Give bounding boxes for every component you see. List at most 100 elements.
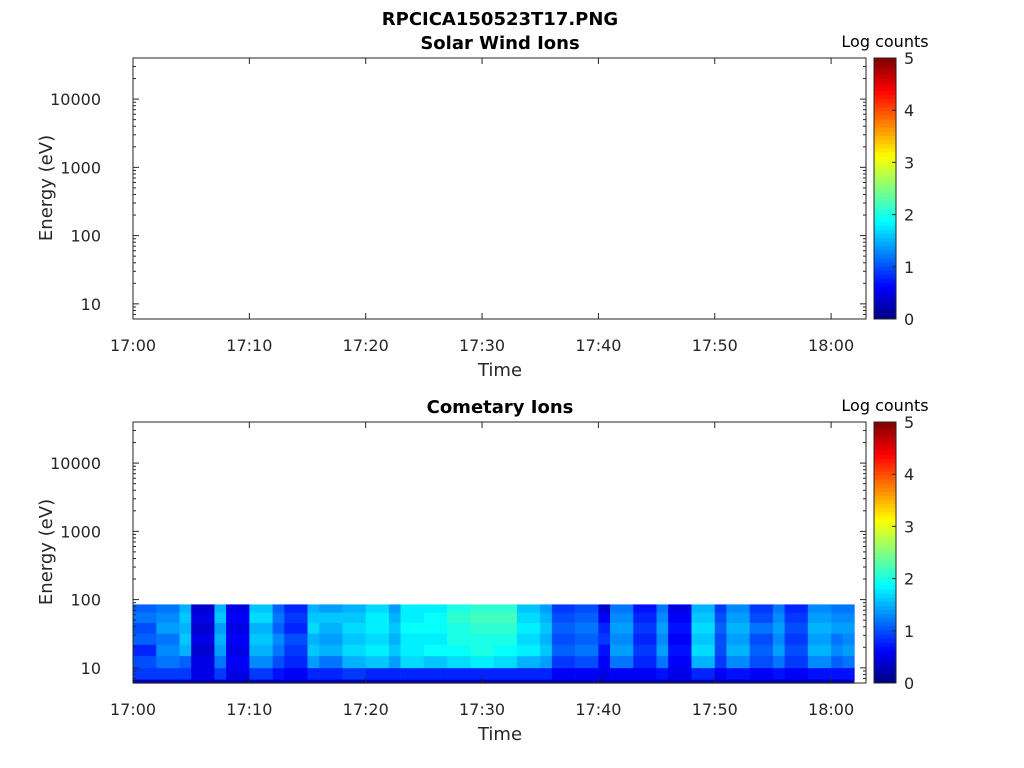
- heatmap-cell: [191, 655, 215, 669]
- heatmap-cell: [575, 622, 599, 634]
- heatmap-cell: [342, 655, 366, 669]
- heatmap-cell: [575, 655, 599, 669]
- colorbar-segment: [874, 548, 896, 553]
- x-axis-label: Time: [477, 360, 522, 381]
- colorbar-segment: [874, 495, 896, 500]
- colorbar-segment: [874, 221, 896, 226]
- heatmap-cell: [447, 622, 471, 634]
- heatmap-cell: [342, 667, 366, 681]
- heatmap-cell: [307, 633, 320, 645]
- heatmap-cell: [598, 622, 611, 634]
- heatmap-cell: [610, 655, 634, 669]
- heatmap-cell: [726, 633, 750, 645]
- colorbar-segment: [874, 568, 896, 574]
- colorbar-segment: [874, 184, 896, 189]
- heatmap-cell: [551, 644, 576, 657]
- heatmap-cell: [540, 655, 553, 669]
- heatmap-cell: [656, 622, 669, 634]
- heatmap-cell: [656, 604, 669, 613]
- heatmap-cell: [470, 633, 494, 645]
- heatmap-cell: [784, 604, 809, 613]
- colorbar-segment: [874, 650, 896, 655]
- colorbar-segment: [874, 528, 896, 533]
- heatmap-cell: [133, 655, 157, 669]
- heatmap-cell: [842, 622, 855, 634]
- colorbar-segment: [874, 127, 896, 132]
- colorbar-tick-label: 1: [904, 258, 914, 277]
- heatmap-cell: [319, 644, 343, 657]
- heatmap-cell: [726, 604, 750, 613]
- x-tick-label: 17:00: [110, 700, 156, 719]
- heatmap-cell: [807, 655, 832, 669]
- colorbar-segment: [874, 589, 896, 594]
- colorbar-segment: [874, 576, 896, 582]
- colorbar-segment: [874, 82, 896, 88]
- heatmap-cell: [784, 655, 809, 669]
- colorbar-tick-label: 2: [904, 570, 914, 589]
- colorbar-segment: [874, 119, 896, 124]
- y-tick-label: 10000: [50, 90, 101, 109]
- heatmap-cell: [226, 612, 250, 623]
- colorbar-segment: [874, 70, 896, 75]
- heatmap-cell: [784, 667, 809, 681]
- colorbar-segment: [874, 507, 896, 513]
- heatmap-cell: [831, 612, 844, 623]
- colorbar-segment: [874, 86, 896, 92]
- heatmap-cell: [598, 612, 611, 623]
- heatmap-cell: [493, 644, 518, 657]
- colorbar-segment: [874, 188, 896, 194]
- figure-title: RPCICA150523T17.PNG: [382, 9, 618, 30]
- y-tick-label: 100: [70, 227, 101, 246]
- colorbar-segment: [874, 249, 896, 255]
- colorbar-segment: [874, 666, 896, 672]
- colorbar-segment: [874, 123, 896, 128]
- heatmap-cell: [691, 612, 716, 623]
- heatmap-cell: [319, 667, 343, 681]
- heatmap-cell: [691, 655, 716, 669]
- heatmap-cell: [133, 679, 855, 684]
- heatmap-cell: [470, 612, 494, 623]
- heatmap-cell: [668, 633, 692, 645]
- colorbar-segment: [874, 282, 896, 287]
- heatmap-cell: [772, 655, 785, 669]
- heatmap-cell: [633, 667, 657, 681]
- heatmap-cell: [749, 622, 774, 634]
- heatmap-cell: [226, 667, 250, 681]
- colorbar-segment: [874, 544, 896, 549]
- heatmap-cell: [516, 622, 541, 634]
- colorbar-segment: [874, 257, 896, 263]
- heatmap-cell: [749, 644, 774, 657]
- heatmap-cell: [214, 622, 227, 634]
- heatmap-cell: [551, 667, 576, 681]
- heatmap-cell: [191, 644, 215, 657]
- heatmap-cell: [307, 612, 320, 623]
- colorbar-segment: [874, 434, 896, 439]
- heatmap-cell: [447, 655, 471, 669]
- heatmap-cell: [493, 604, 518, 613]
- colorbar-segment: [874, 511, 896, 517]
- heatmap-cell: [133, 644, 157, 657]
- heatmap-cell: [284, 667, 308, 681]
- colorbar-segment: [874, 196, 896, 202]
- heatmap-cell: [447, 644, 471, 657]
- heatmap-cell: [133, 633, 157, 645]
- colorbar-segment: [874, 634, 896, 639]
- heatmap-cell: [668, 644, 692, 657]
- heatmap-cell: [540, 644, 553, 657]
- heatmap-cell: [831, 622, 844, 634]
- heatmap-cell: [610, 633, 634, 645]
- heatmap-cell: [516, 612, 541, 623]
- heatmap-cell: [842, 667, 855, 681]
- heatmap-cell: [319, 655, 343, 669]
- heatmap-cell: [423, 622, 448, 634]
- colorbar-segment: [874, 155, 896, 161]
- colorbar-segment: [874, 532, 896, 537]
- colorbar-segment: [874, 261, 896, 267]
- x-axis-label: Time: [477, 724, 522, 745]
- colorbar-frame: [873, 421, 897, 684]
- heatmap-cell: [749, 633, 774, 645]
- y-axis-label: Energy (eV): [36, 499, 57, 605]
- heatmap-cell: [226, 622, 250, 634]
- x-tick-label: 17:30: [459, 700, 505, 719]
- heatmap-cell: [551, 633, 576, 645]
